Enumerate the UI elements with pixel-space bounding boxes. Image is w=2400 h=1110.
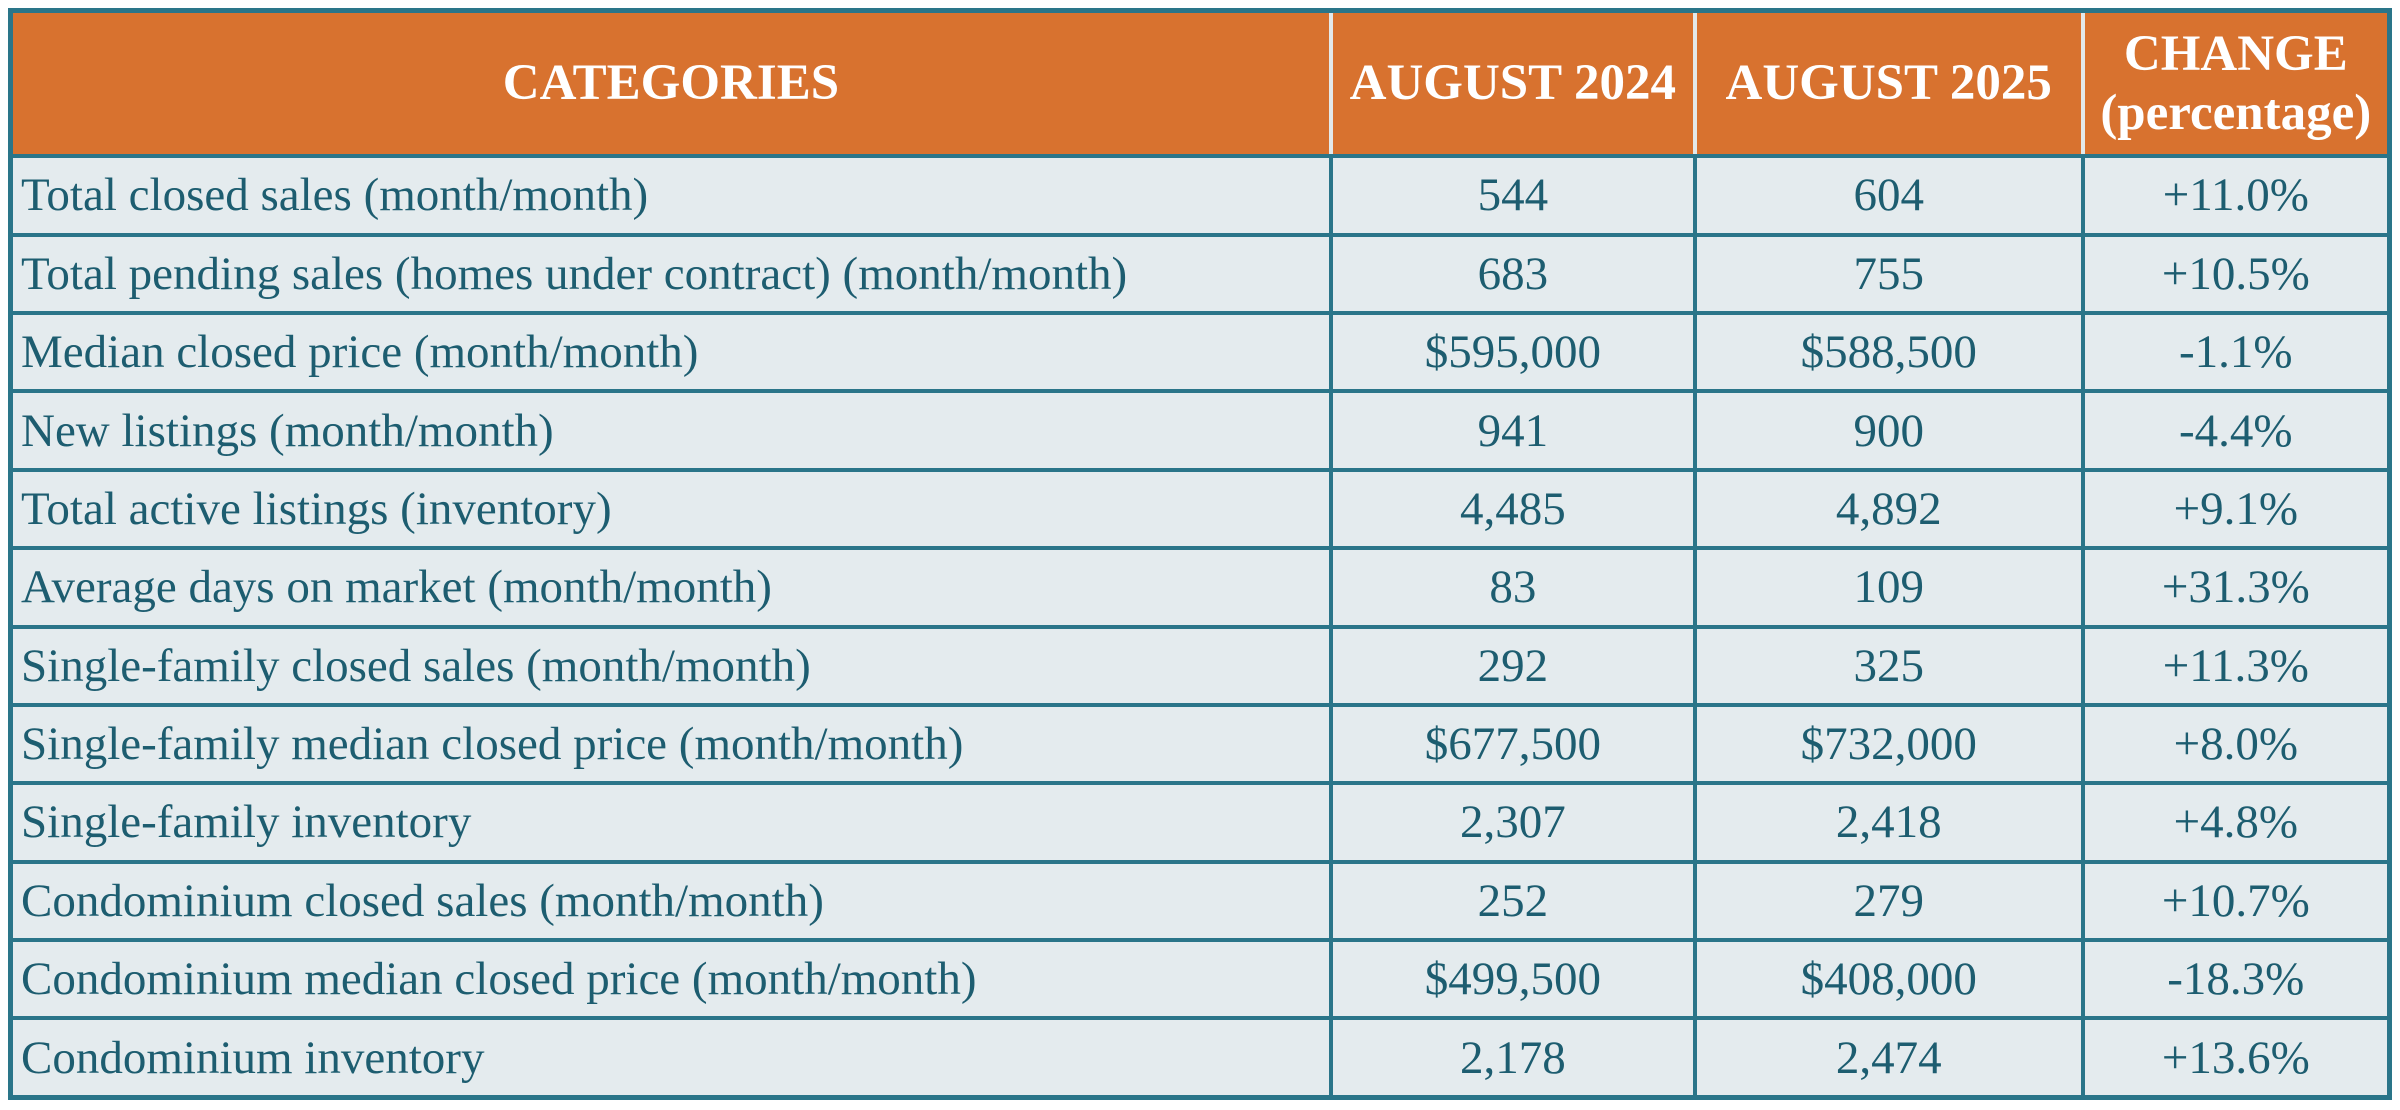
value-2025-cell: 755 [1692, 232, 2085, 316]
value-2024-cell: 544 [1328, 154, 1697, 237]
column-header-change-line1: CHANGE [2123, 26, 2348, 82]
column-header-categories: CATEGORIES [10, 10, 1331, 159]
table-row: Single-family inventory 2,307 2,418 +4.8… [8, 781, 2392, 864]
value-2025-cell: 900 [1692, 389, 2085, 472]
category-cell: Condominium closed sales (month/month) [8, 859, 1333, 943]
value-2025-cell: $588,500 [1692, 311, 2085, 394]
column-header-august-2025: AUGUST 2025 [1692, 10, 2083, 159]
table-row: Total active listings (inventory) 4,485 … [8, 467, 2392, 551]
category-cell: Total pending sales (homes under contrac… [8, 232, 1333, 316]
value-2024-cell: 4,485 [1328, 467, 1697, 551]
category-cell: New listings (month/month) [8, 389, 1333, 472]
table-row: Condominium median closed price (month/m… [8, 938, 2392, 1021]
table-row: Average days on market (month/month) 83 … [8, 546, 2392, 629]
category-cell: Median closed price (month/month) [8, 311, 1333, 394]
change-cell: +10.5% [2080, 232, 2392, 316]
value-2024-cell: 941 [1328, 389, 1697, 472]
value-2024-cell: $677,500 [1328, 702, 1697, 786]
table-body: Total closed sales (month/month) 544 604… [8, 154, 2392, 1100]
change-cell: +8.0% [2080, 702, 2392, 786]
category-cell: Single-family closed sales (month/month) [8, 624, 1333, 707]
category-cell: Single-family median closed price (month… [8, 702, 1333, 786]
column-header-change-line2: (percentage) [2100, 84, 2372, 141]
value-2024-cell: $499,500 [1328, 938, 1697, 1021]
category-cell: Condominium median closed price (month/m… [8, 938, 1333, 1021]
category-cell: Condominium inventory [8, 1016, 1333, 1100]
column-header-august-2024: AUGUST 2024 [1328, 10, 1695, 159]
value-2025-cell: 325 [1692, 624, 2085, 707]
change-cell: +13.6% [2080, 1016, 2392, 1100]
change-cell: -18.3% [2080, 938, 2392, 1021]
value-2025-cell: 604 [1692, 154, 2085, 237]
value-2024-cell: 683 [1328, 232, 1697, 316]
table-row: Condominium inventory 2,178 2,474 +13.6% [8, 1016, 2392, 1100]
table-row: Condominium closed sales (month/month) 2… [8, 859, 2392, 943]
value-2025-cell: 279 [1692, 859, 2085, 943]
table-row: Total closed sales (month/month) 544 604… [8, 154, 2392, 237]
category-cell: Total closed sales (month/month) [8, 154, 1333, 237]
value-2024-cell: 252 [1328, 859, 1697, 943]
value-2024-cell: $595,000 [1328, 311, 1697, 394]
change-cell: +11.3% [2080, 624, 2392, 707]
change-cell: -1.1% [2080, 311, 2392, 394]
value-2025-cell: $408,000 [1692, 938, 2085, 1021]
value-2024-cell: 292 [1328, 624, 1697, 707]
table-row: Single-family median closed price (month… [8, 702, 2392, 786]
value-2024-cell: 2,178 [1328, 1016, 1697, 1100]
category-cell: Single-family inventory [8, 781, 1333, 864]
category-cell: Total active listings (inventory) [8, 467, 1333, 551]
change-cell: +9.1% [2080, 467, 2392, 551]
column-header-change: CHANGE (percentage) [2080, 10, 2390, 159]
header-row: CATEGORIES AUGUST 2024 AUGUST 2025 CHANG… [10, 10, 2390, 159]
value-2025-cell: 109 [1692, 546, 2085, 629]
value-2024-cell: 2,307 [1328, 781, 1697, 864]
table-header: CATEGORIES AUGUST 2024 AUGUST 2025 CHANG… [10, 10, 2390, 159]
value-2025-cell: $732,000 [1692, 702, 2085, 786]
change-cell: +31.3% [2080, 546, 2392, 629]
change-cell: -4.4% [2080, 389, 2392, 472]
table-row: Total pending sales (homes under contrac… [8, 232, 2392, 316]
market-stats-table: CATEGORIES AUGUST 2024 AUGUST 2025 CHANG… [8, 8, 2392, 1100]
change-cell: +4.8% [2080, 781, 2392, 864]
value-2024-cell: 83 [1328, 546, 1697, 629]
value-2025-cell: 2,474 [1692, 1016, 2085, 1100]
table-row: Single-family closed sales (month/month)… [8, 624, 2392, 707]
value-2025-cell: 4,892 [1692, 467, 2085, 551]
change-cell: +10.7% [2080, 859, 2392, 943]
table-row: Median closed price (month/month) $595,0… [8, 311, 2392, 394]
table-row: New listings (month/month) 941 900 -4.4% [8, 389, 2392, 472]
value-2025-cell: 2,418 [1692, 781, 2085, 864]
category-cell: Average days on market (month/month) [8, 546, 1333, 629]
change-cell: +11.0% [2080, 154, 2392, 237]
